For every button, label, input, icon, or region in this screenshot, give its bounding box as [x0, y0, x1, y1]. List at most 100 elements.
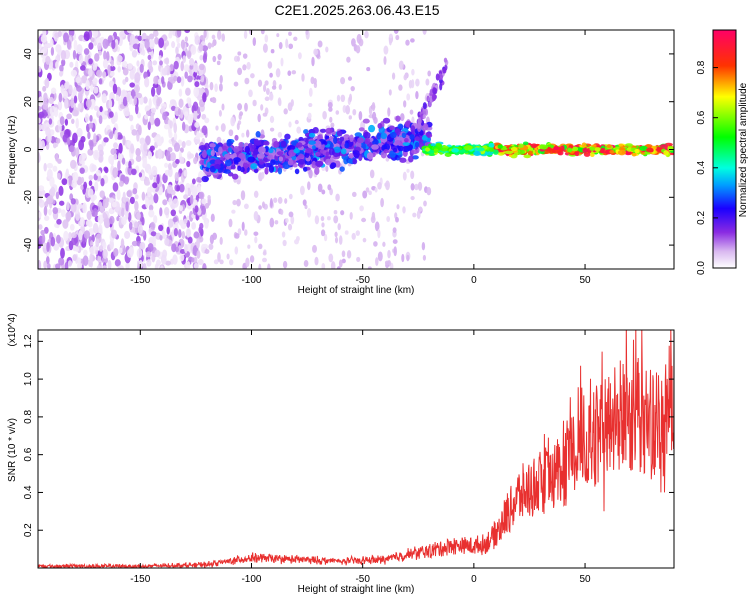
- spectrogram-cell: [90, 98, 96, 108]
- spectrogram-cell: [149, 39, 155, 50]
- spectrogram-cell: [277, 97, 282, 106]
- spectrogram-cell: [142, 157, 148, 167]
- spectrogram-cell: [244, 77, 250, 85]
- spectrogram-cell: [197, 184, 202, 194]
- spectrogram-cell: [118, 134, 123, 140]
- spectrogram-cell: [153, 75, 159, 85]
- spectrogram-cell: [520, 149, 525, 155]
- spectrogram-cell: [87, 131, 91, 140]
- spectrogram-cell: [567, 147, 573, 153]
- spectrogram-cell: [415, 78, 420, 87]
- spectrogram-cell: [367, 266, 372, 269]
- spectrogram-cell: [99, 105, 103, 113]
- spectrogram-cell: [116, 189, 121, 201]
- colorbar-tick-label: 0.4: [696, 160, 707, 174]
- spectrogram-cell: [160, 265, 164, 269]
- spectrogram-cell: [89, 114, 93, 122]
- spectrogram-cell: [290, 215, 295, 225]
- spectrogram-cell: [109, 65, 116, 72]
- spectrogram-cell: [288, 43, 294, 50]
- spectrogram-cell: [217, 252, 221, 263]
- spectrogram-cell: [126, 30, 134, 34]
- spectrogram-cell: [52, 165, 58, 172]
- spectrogram-cell: [208, 243, 214, 250]
- spectrogram-cell: [589, 152, 595, 158]
- spectrogram-cell: [277, 131, 283, 138]
- spectrogram-cell: [207, 42, 212, 50]
- spectrogram-cell: [433, 148, 439, 153]
- spectrogram-cell: [493, 149, 499, 155]
- spectrogram-cell: [372, 138, 379, 146]
- spectrogram-y-tick-label: 20: [23, 96, 34, 108]
- spectrogram-x-tick-label: -150: [130, 275, 150, 286]
- spectrogram-cell: [164, 206, 170, 216]
- spectrogram-cell: [176, 76, 182, 84]
- spectrogram-cell: [81, 75, 88, 84]
- spectrogram-cell: [311, 145, 316, 150]
- spectrogram-cell: [38, 123, 43, 131]
- spectrogram-cell: [392, 239, 398, 244]
- spectrogram-cell: [159, 207, 163, 217]
- spectrogram-cell: [368, 124, 376, 133]
- spectrogram-cell: [147, 242, 154, 252]
- spectrogram-cell: [131, 168, 137, 176]
- spectrogram-cell: [283, 108, 288, 115]
- spectrogram-cell: [99, 190, 105, 199]
- spectrogram-cell: [43, 92, 48, 102]
- spectrogram-cell: [97, 42, 102, 51]
- spectrogram-cell: [108, 154, 115, 165]
- spectrogram-cell: [147, 151, 153, 160]
- spectrogram-cell: [148, 199, 153, 206]
- spectrogram-cell: [153, 214, 158, 224]
- spectrogram-cell: [40, 34, 48, 43]
- spectrogram-cell: [186, 97, 191, 104]
- spectrogram-cell: [242, 53, 248, 59]
- spectrogram-cell: [114, 259, 121, 267]
- spectrogram-cell: [126, 190, 132, 198]
- spectrogram-cell: [115, 95, 120, 102]
- spectrogram-cell: [38, 224, 43, 230]
- spectrogram-cell: [209, 143, 216, 148]
- spectrogram-cell: [228, 129, 234, 137]
- spectrogram-cell: [164, 238, 170, 246]
- spectrogram-cell: [108, 207, 114, 214]
- spectrogram-cell: [415, 91, 419, 100]
- spectrogram-cell: [382, 117, 391, 124]
- spectrogram-cell: [252, 99, 257, 107]
- spectrogram-cell: [92, 63, 98, 71]
- spectrogram-cell: [151, 252, 156, 263]
- spectrogram-cell: [65, 211, 72, 222]
- spectrogram-cell: [138, 172, 143, 178]
- spectrogram-cell: [232, 173, 239, 180]
- spectrogram-cell: [193, 71, 198, 78]
- spectrogram-cell: [411, 155, 419, 160]
- spectrogram-cell: [130, 143, 135, 154]
- spectrogram-cell: [334, 236, 339, 244]
- spectrogram-cell: [219, 75, 223, 84]
- spectrogram-cell: [402, 141, 410, 147]
- spectrogram-cell: [45, 126, 51, 137]
- spectrogram-y-ticks: -40 -20 0 20 40: [23, 48, 674, 252]
- spectrogram-cell: [307, 181, 311, 191]
- spectrogram-cell: [320, 229, 326, 237]
- spectrogram-cell: [551, 148, 561, 154]
- spectrogram-cell: [132, 38, 139, 45]
- spectrogram-cell: [191, 257, 195, 263]
- spectrogram-cell: [113, 247, 119, 257]
- spectrogram-cell: [522, 141, 529, 146]
- spectrogram-cell: [219, 259, 224, 265]
- spectrogram-cell: [528, 147, 534, 152]
- spectrogram-cell: [77, 261, 83, 269]
- snr-y-tick-label: 0.2: [23, 523, 34, 537]
- spectrogram-cell: [231, 209, 236, 214]
- spectrogram-cell: [269, 127, 275, 132]
- spectrogram-cell: [124, 176, 129, 185]
- spectrogram-cell: [267, 154, 274, 160]
- spectrogram-cell: [201, 175, 209, 183]
- spectrogram-cell: [609, 149, 615, 154]
- spectrogram-cell: [411, 149, 419, 155]
- spectrogram-cell: [344, 230, 349, 235]
- spectrogram-cell: [196, 176, 202, 183]
- spectrogram-y-tick-label: 0: [23, 146, 34, 152]
- spectrogram-cell: [63, 32, 69, 43]
